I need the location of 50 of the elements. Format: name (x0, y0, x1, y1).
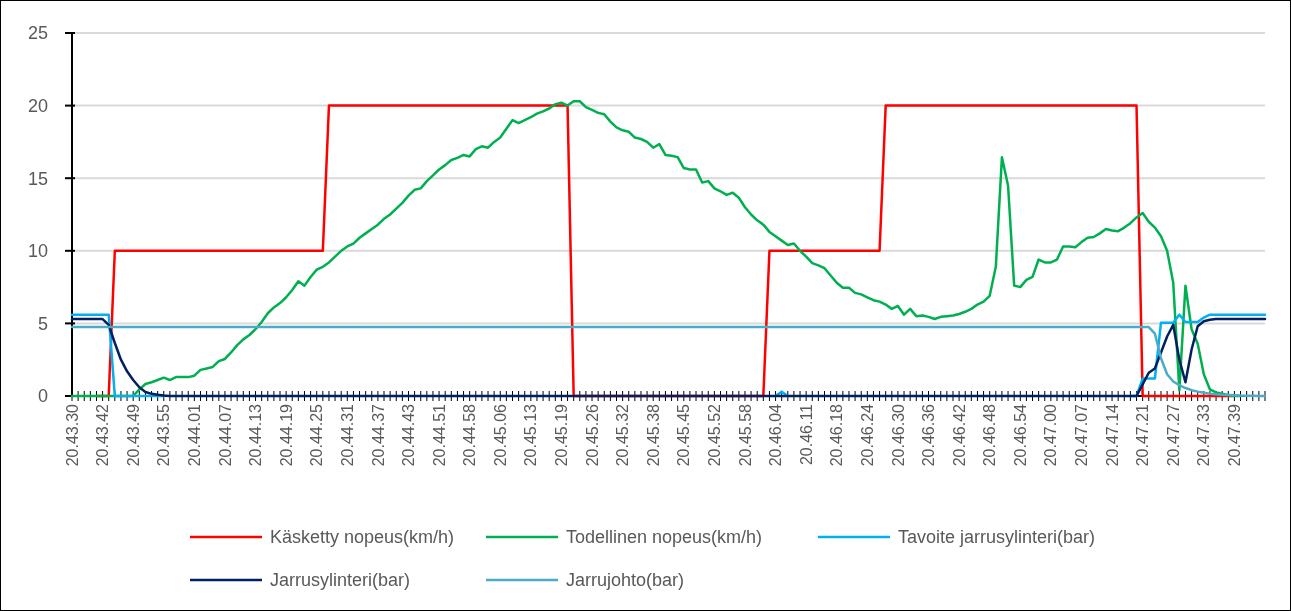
x-tick-label: 20.43.30 (63, 403, 81, 467)
x-tick-label: 20.46.11 (797, 403, 815, 466)
legend-label: Tavoite jarrusylinteri(bar) (898, 527, 1096, 548)
x-tick-label: 20.47.00 (1042, 403, 1060, 467)
x-tick-label: 20.44.43 (400, 403, 418, 467)
x-tick-label: 20.43.42 (94, 403, 112, 467)
legend-label: Jarrujohto(bar) (566, 570, 685, 591)
legend-label: Käsketty nopeus(km/h) (270, 527, 455, 548)
y-tick-label: 15 (27, 168, 48, 189)
x-tick-label: 20.44.37 (369, 403, 387, 467)
x-tick-label: 20.44.07 (216, 403, 234, 467)
x-tick-label: 20.45.06 (491, 403, 509, 467)
x-tick-label: 20.46.48 (981, 403, 999, 467)
x-tick-label: 20.44.13 (247, 403, 265, 467)
x-tick-label: 20.47.39 (1226, 403, 1244, 467)
x-tick-label: 20.45.58 (736, 403, 754, 467)
x-tick-label: 20.43.49 (124, 403, 142, 467)
x-tick-label: 20.47.14 (1103, 403, 1121, 467)
x-tick-label: 20.47.27 (1164, 403, 1182, 467)
x-tick-label: 20.47.07 (1073, 403, 1091, 467)
x-tick-label: 20.45.26 (583, 403, 601, 467)
y-tick-label: 5 (37, 313, 48, 334)
x-tick-label: 20.45.38 (644, 403, 662, 467)
x-tick-label: 20.45.13 (522, 403, 540, 467)
x-tick-label: 20.43.55 (155, 403, 173, 467)
y-tick-label: 10 (27, 241, 48, 262)
x-tick-label: 20.46.24 (858, 403, 876, 467)
x-tick-label: 20.44.19 (277, 403, 295, 467)
x-tick-label: 20.45.19 (553, 403, 571, 467)
x-tick-label: 20.45.52 (705, 403, 723, 467)
y-tick-label: 20 (27, 95, 48, 116)
x-tick-label: 20.44.31 (338, 403, 356, 467)
x-tick-label: 20.45.32 (614, 403, 632, 467)
y-tick-label: 25 (27, 23, 48, 44)
x-tick-label: 20.47.21 (1134, 403, 1152, 467)
x-tick-label: 20.46.42 (950, 403, 968, 467)
x-tick-label: 20.46.36 (920, 403, 938, 467)
x-tick-label: 20.46.54 (1011, 403, 1029, 467)
x-tick-label: 20.44.51 (430, 403, 448, 467)
x-tick-label: 20.47.33 (1195, 403, 1213, 467)
x-tick-label: 20.44.01 (185, 403, 203, 467)
legend-label: Jarrusylinteri(bar) (270, 570, 411, 591)
legend-label: Todellinen nopeus(km/h) (566, 527, 763, 548)
x-tick-label: 20.46.04 (767, 403, 785, 467)
x-tick-label: 20.44.58 (461, 403, 479, 467)
x-tick-label: 20.46.30 (889, 403, 907, 467)
x-tick-label: 20.44.25 (308, 403, 326, 467)
x-tick-label: 20.46.18 (828, 403, 846, 467)
x-tick-label: 20.45.45 (675, 403, 693, 467)
y-tick-label: 0 (37, 386, 48, 407)
